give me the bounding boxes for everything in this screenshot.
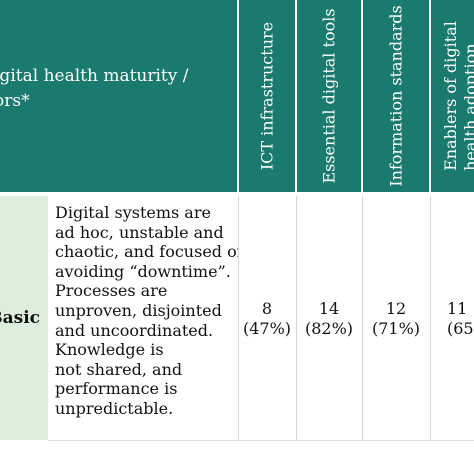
column-header-enablers-line-2: health adoption — [461, 43, 474, 171]
value-cell-standards: 12 (71%) — [363, 196, 429, 440]
column-header-enablers: Enablers of digital health adoption — [431, 0, 474, 192]
value-percent: (71%) — [371, 319, 421, 338]
description-line: not shared, and — [55, 359, 183, 379]
description-line: Knowledge is — [55, 340, 164, 360]
header-divider — [295, 0, 297, 192]
value-count: 8 — [261, 299, 273, 318]
header-divider — [361, 0, 363, 192]
column-header-tools: Essential digital tools — [297, 0, 361, 192]
description-line: unproven, disjointed — [55, 300, 222, 320]
column-header-enablers-line-1: Enablers of digital — [441, 21, 460, 171]
column-header-ict-label: ICT infrastructure — [257, 21, 277, 171]
header-row-divider — [0, 192, 474, 196]
maturity-level-label: Basic — [0, 308, 40, 328]
description-line: performance is — [55, 379, 178, 399]
description-line: Processes are — [55, 281, 168, 301]
value-count: 14 — [318, 299, 340, 318]
description-line: chaotic, and focused on — [55, 242, 248, 262]
column-header-ict: ICT infrastructure — [239, 0, 295, 192]
body-divider — [362, 196, 363, 440]
column-header-tools-label: Essential digital tools — [319, 8, 339, 184]
body-divider — [296, 196, 297, 440]
header-title-line-2: ors* — [0, 91, 30, 111]
column-header-enablers-label: Enablers of digital health adoption — [441, 21, 474, 171]
value-percent: (65% — [447, 319, 474, 338]
value-cell-ict: 8 (47%) — [239, 196, 295, 440]
header-title: igital health maturity / ors* — [0, 64, 234, 114]
value-cell-enablers: 11 (65% — [431, 196, 474, 440]
description-line: avoiding “downtime”. — [55, 261, 231, 281]
description-line: ad hoc, unstable and — [55, 222, 224, 242]
header-title-line-1: igital health maturity / — [0, 66, 189, 86]
description-cell: Digital systems are ad hoc, unstable and… — [48, 196, 248, 440]
value-percent: (82%) — [304, 319, 354, 338]
description-line: Digital systems are — [55, 203, 211, 222]
table-bottom-rule — [48, 440, 474, 441]
header-divider — [237, 0, 239, 192]
header-divider — [429, 0, 431, 192]
description-text: Digital systems are ad hoc, unstable and… — [55, 203, 248, 419]
body-divider — [238, 196, 239, 440]
value-count: 12 — [385, 299, 407, 318]
column-header-standards-label: Information standards — [386, 5, 406, 187]
header-label-cell: igital health maturity / ors* — [0, 0, 237, 192]
description-line: unpredictable. — [55, 398, 174, 418]
maturity-level-cell: Basic — [0, 196, 48, 440]
description-line: and uncoordinated. — [55, 320, 214, 340]
value-cell-tools: 14 (82%) — [297, 196, 361, 440]
column-header-standards: Information standards — [363, 0, 429, 192]
value-count: 11 — [447, 299, 468, 318]
body-divider — [430, 196, 431, 440]
value-percent: (47%) — [242, 319, 292, 338]
